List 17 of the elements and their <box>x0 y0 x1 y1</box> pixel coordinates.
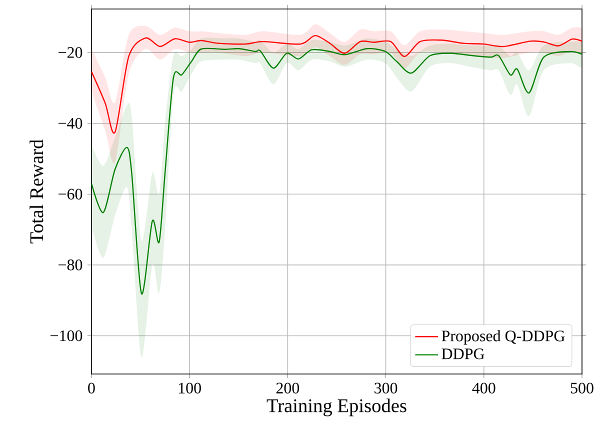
y-tick-label: −40 <box>58 118 82 129</box>
line-series <box>91 34 582 133</box>
x-tick-label: 500 <box>570 382 594 394</box>
y-tick-label: −20 <box>58 47 82 58</box>
x-tick-label: 0 <box>88 382 95 394</box>
y-tick-label: −100 <box>50 330 82 342</box>
y-axis-title: Total Reward <box>30 140 44 244</box>
line-series <box>91 48 582 294</box>
x-tick-label: 100 <box>178 382 201 394</box>
x-tick-label: 300 <box>374 382 398 394</box>
y-tick-label: −60 <box>58 188 82 200</box>
y-tick-label: −80 <box>58 260 82 270</box>
legend-label: DDPG <box>442 348 484 360</box>
legend-label: Proposed Q-DDPG <box>442 330 565 345</box>
x-axis-title: Training Episodes <box>266 398 406 416</box>
x-tick-label: 400 <box>472 382 496 394</box>
x-tick-label: 200 <box>276 382 300 394</box>
